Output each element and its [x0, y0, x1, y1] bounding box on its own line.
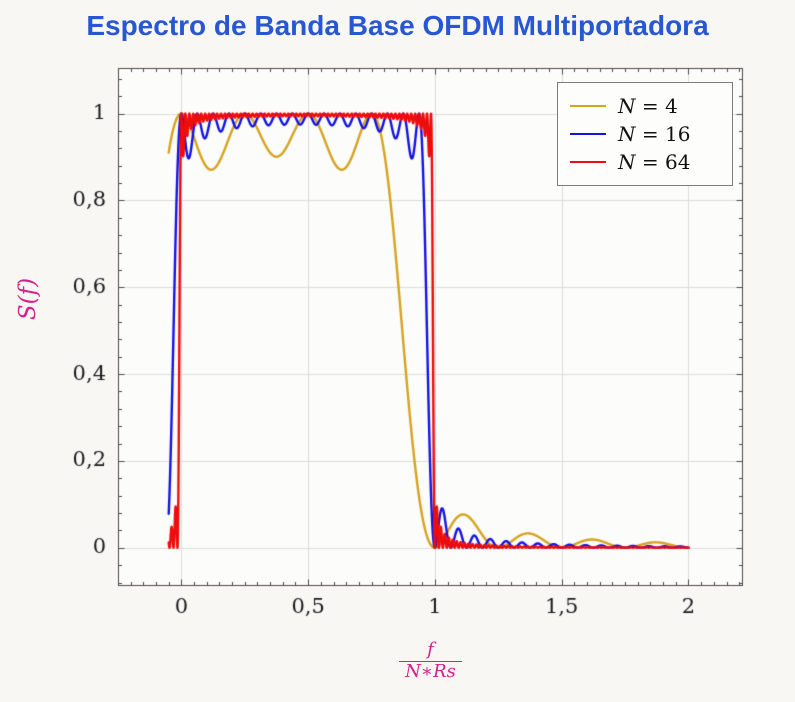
legend-label: N = 4 — [618, 94, 678, 118]
x-axis-label-fraction: f N∗Rs — [399, 639, 462, 683]
x-axis-label-numerator: f — [427, 639, 434, 660]
legend: N = 4 N = 16 N = 64 — [557, 82, 733, 186]
legend-row: N = 4 — [570, 92, 720, 120]
legend-line-sample — [570, 105, 606, 107]
legend-label: N = 64 — [618, 150, 691, 174]
legend-row: N = 16 — [570, 120, 720, 148]
legend-line-sample — [570, 161, 606, 163]
legend-line-sample — [570, 133, 606, 135]
y-axis-label: S(f) — [15, 277, 41, 321]
legend-row: N = 64 — [570, 148, 720, 176]
x-axis-label-denominator: N∗Rs — [399, 660, 462, 683]
legend-label: N = 16 — [618, 122, 691, 146]
x-axis-label: f N∗Rs — [118, 639, 743, 683]
